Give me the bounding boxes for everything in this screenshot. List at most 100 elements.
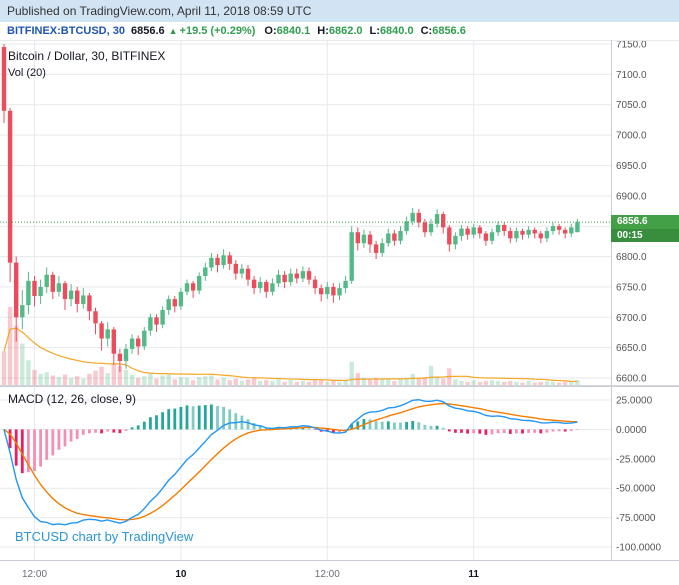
macd-histogram-bar — [100, 429, 103, 434]
volume-bar — [392, 381, 397, 385]
candle — [166, 299, 171, 310]
volume-bar — [502, 381, 507, 385]
volume-bar — [136, 377, 141, 385]
candle — [190, 283, 196, 291]
volume-bar — [1, 351, 7, 385]
volume-bar — [361, 377, 367, 385]
candle — [1, 47, 7, 111]
open-value: 6840.1 — [276, 25, 311, 37]
candle — [227, 255, 232, 264]
macd-histogram-bar — [94, 429, 97, 433]
volume-bar — [142, 376, 147, 385]
macd-histogram-bar — [130, 427, 134, 430]
volume-bar — [337, 381, 342, 385]
macd-legend[interactable]: MACD (12, 26, close, 9) — [8, 392, 137, 406]
volume-bar — [532, 382, 537, 385]
macd-histogram-bar — [14, 429, 18, 466]
candle — [178, 291, 184, 307]
volume-legend[interactable]: Vol (20) — [8, 67, 46, 79]
candle — [477, 227, 482, 234]
volume-bar — [477, 381, 482, 385]
macd-histogram-bar — [149, 417, 152, 430]
candle — [75, 290, 80, 304]
macd-histogram-bar — [203, 405, 207, 430]
macd-histogram-bar — [252, 423, 256, 430]
candle — [56, 283, 62, 292]
volume-bar — [386, 378, 391, 385]
volume-bar — [367, 378, 373, 385]
candle — [251, 279, 257, 289]
price-axis-tick: 6650.0 — [616, 343, 647, 354]
candle — [544, 231, 550, 239]
volume-bar — [343, 380, 348, 385]
macd-histogram-bar — [301, 427, 305, 430]
macd-histogram-bar — [417, 422, 421, 430]
macd-histogram-bar — [234, 413, 238, 430]
candle — [563, 229, 568, 234]
candle — [245, 268, 251, 280]
candle — [319, 288, 324, 295]
macd-histogram-bar — [435, 425, 439, 430]
volume-bar — [87, 373, 92, 385]
volume-bar — [184, 377, 190, 385]
macd-histogram-bar — [258, 424, 262, 430]
candle — [453, 235, 458, 245]
symbol-link[interactable]: BITFINEX:BTCUSD, 30 — [7, 25, 125, 37]
volume-bar — [26, 360, 31, 385]
volume-bar — [489, 380, 495, 385]
price-axis-tick: 6800.0 — [616, 252, 647, 263]
macd-histogram-bar — [88, 429, 91, 434]
volume-bar — [56, 377, 62, 385]
candle — [575, 222, 580, 233]
volume-bar — [404, 377, 409, 385]
candle — [14, 262, 19, 318]
candle — [300, 271, 306, 279]
candle — [38, 286, 43, 297]
volume-bar — [544, 381, 550, 385]
candle — [398, 231, 403, 241]
volume-bar — [508, 381, 513, 385]
volume-bar — [575, 380, 580, 385]
candle — [416, 212, 421, 223]
low-readout: L:6840.0 — [370, 25, 414, 37]
volume-bar — [245, 379, 251, 385]
macd-histogram-bar — [484, 429, 488, 435]
volume-bar — [459, 381, 464, 385]
candle — [337, 288, 342, 296]
main-chart-legend[interactable]: Bitcoin / Dollar, 30, BITFINEX — [8, 49, 166, 63]
volume-bar — [20, 343, 25, 385]
close-readout: C:6856.6 — [421, 25, 466, 37]
volume-bar — [129, 374, 135, 385]
candle — [306, 271, 312, 280]
candle — [233, 263, 238, 274]
candle — [105, 329, 110, 339]
candle — [197, 275, 202, 291]
volume-bar — [270, 381, 275, 385]
volume-bar — [148, 373, 153, 385]
candle — [26, 280, 31, 306]
volume-bar — [526, 381, 531, 385]
volume-bar — [416, 378, 421, 385]
macd-histogram-bar — [142, 421, 146, 430]
watermark-link[interactable]: BTCUSD chart by TradingView — [15, 529, 194, 544]
candle — [325, 286, 330, 295]
candle — [508, 231, 513, 239]
macd-histogram-bar — [106, 429, 110, 432]
time-axis-tick: 12:00 — [22, 569, 47, 580]
candle — [441, 214, 446, 228]
macd-histogram-bar — [411, 421, 415, 430]
price-axis-tick: 6900.0 — [616, 191, 647, 202]
macd-histogram-bar — [75, 429, 79, 439]
macd-histogram-bar — [478, 429, 482, 434]
pane-divider[interactable] — [0, 385, 679, 387]
volume-bar — [306, 381, 312, 385]
candle — [532, 229, 537, 234]
volume-bar — [325, 381, 330, 385]
macd-histogram-bar — [380, 421, 384, 430]
volume-bar — [7, 307, 13, 385]
candle — [160, 310, 165, 325]
chart-canvas[interactable]: 7150.07100.07050.07000.06950.06900.06850… — [0, 40, 679, 585]
volume-bar — [62, 374, 68, 385]
volume-bar — [50, 375, 55, 385]
volume-bar — [495, 381, 501, 385]
